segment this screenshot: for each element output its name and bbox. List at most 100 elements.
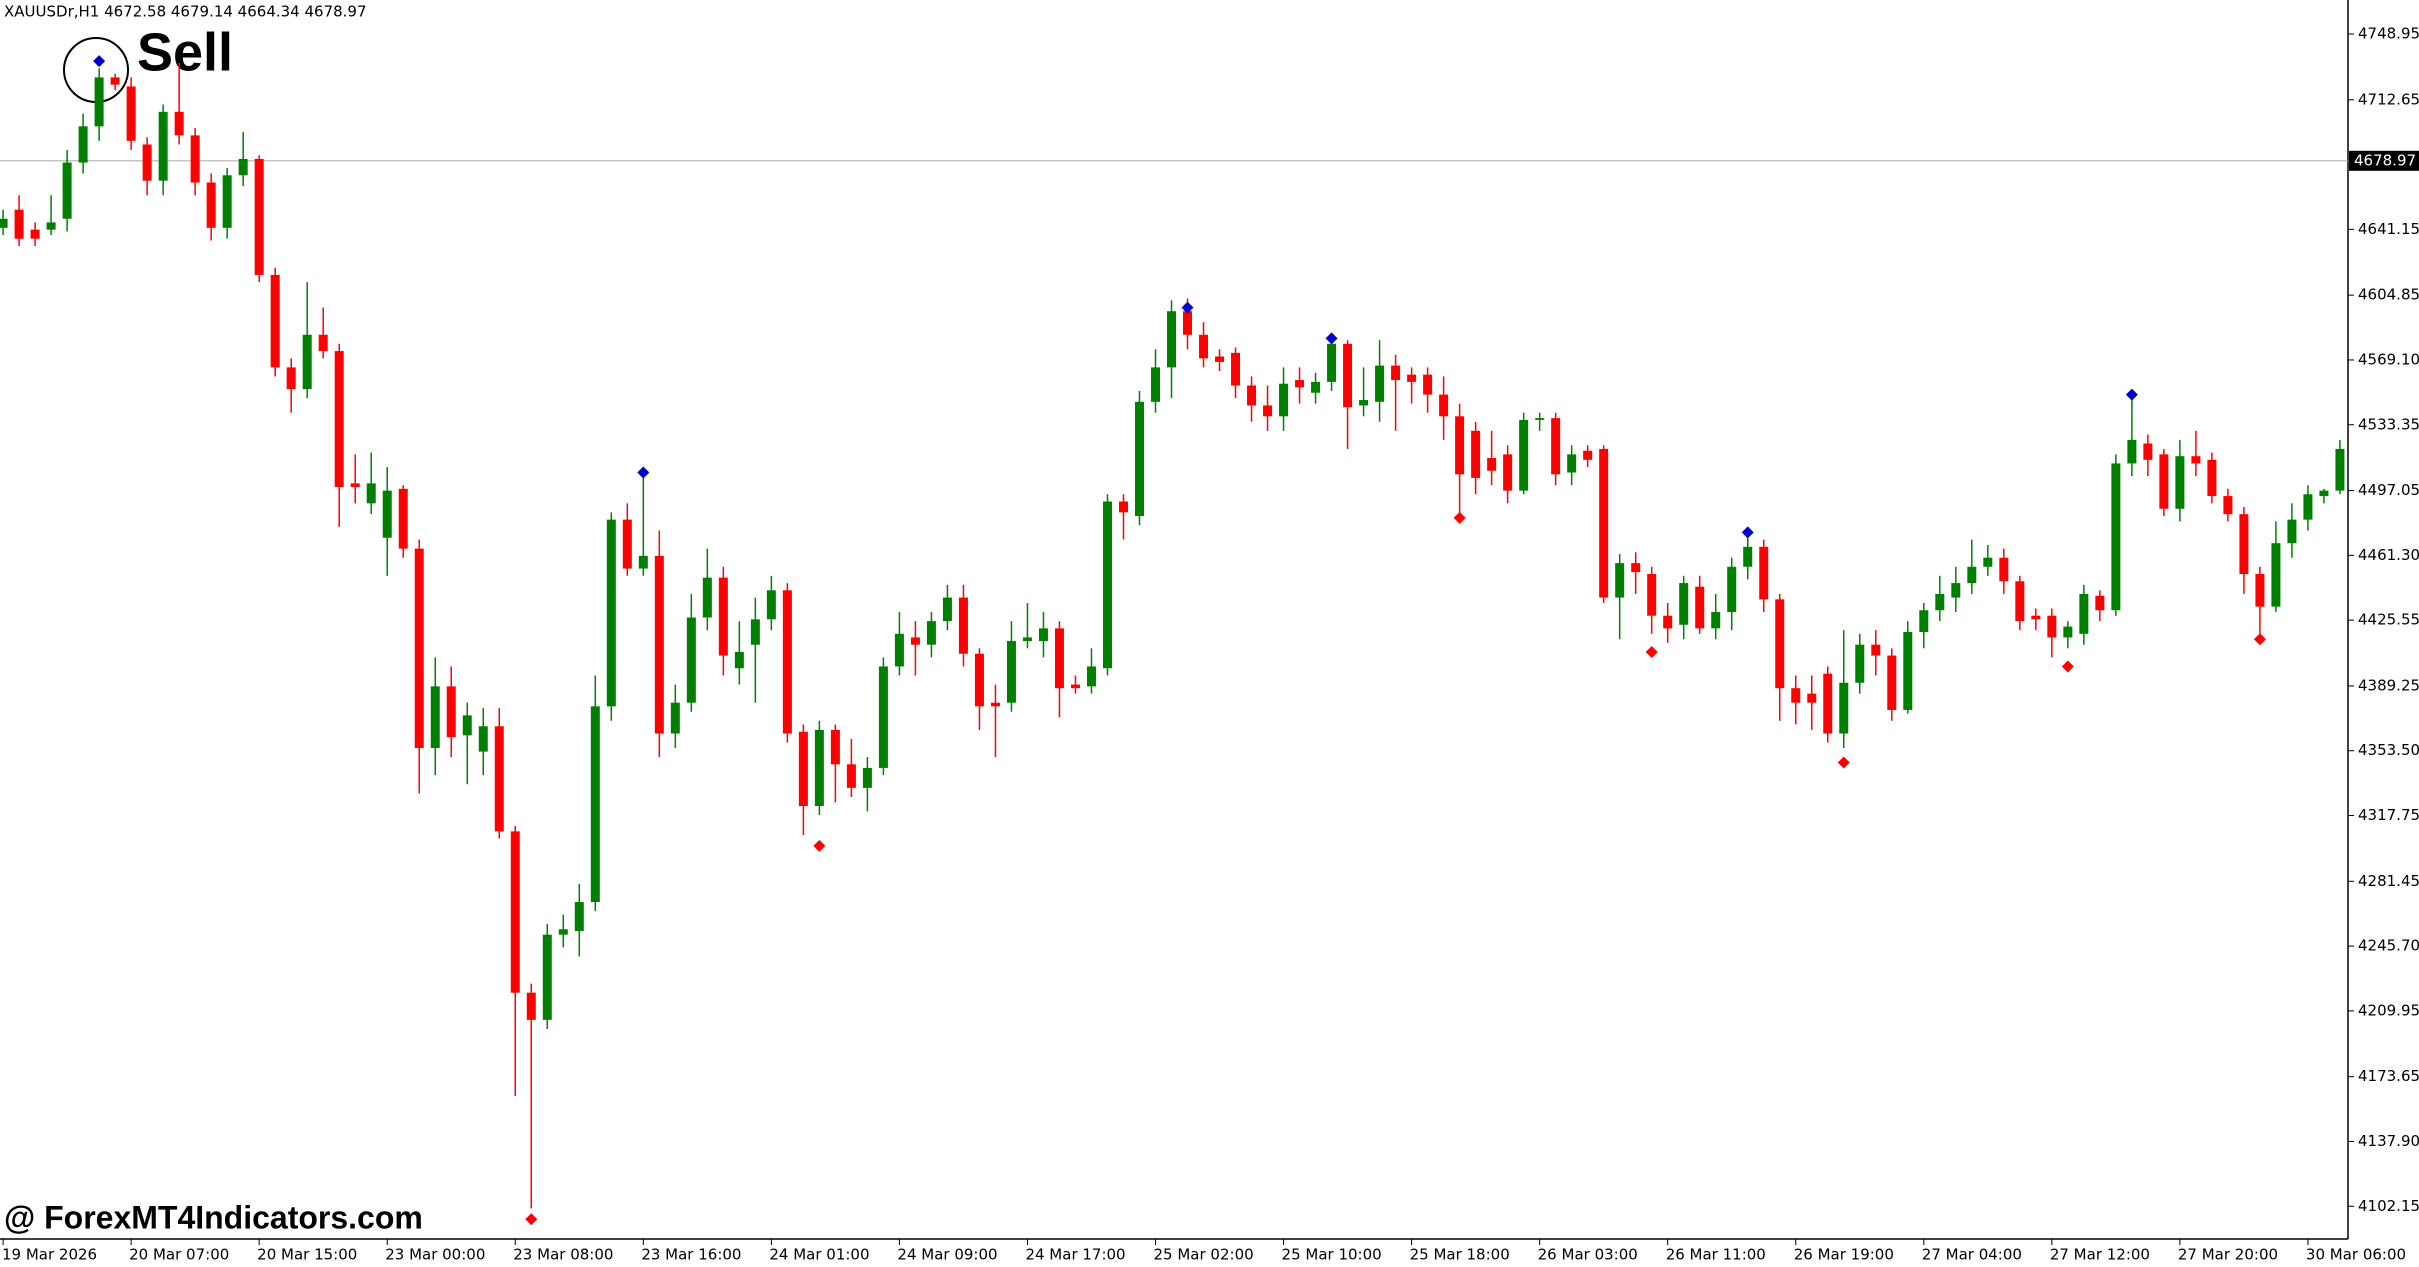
x-tick-label: 24 Mar 01:00: [769, 1246, 869, 1264]
candle-body: [2031, 615, 2041, 620]
candle-body: [158, 111, 168, 181]
buy-signal: [2061, 660, 2074, 673]
candle-body: [2287, 519, 2297, 544]
candle-body: [238, 158, 248, 176]
candle-body: [2159, 454, 2169, 509]
candle-body: [2255, 574, 2265, 607]
candle-body: [926, 621, 936, 645]
candle-body: [990, 702, 1000, 707]
candle-body: [1807, 693, 1817, 703]
candle-body: [1823, 673, 1833, 734]
candle-body: [734, 651, 744, 669]
y-tick-label: 4712.65: [2358, 90, 2419, 108]
candle-body: [910, 637, 920, 645]
buy-signal: [1453, 511, 1466, 524]
candle-body: [1695, 586, 1705, 629]
candle-body: [2223, 496, 2233, 515]
candle-body: [206, 182, 216, 228]
candle-body: [894, 633, 904, 667]
candle-body: [1118, 501, 1128, 513]
y-tick-label: 4425.55: [2358, 611, 2419, 629]
candle-body: [142, 144, 152, 181]
y-tick-label: 4604.85: [2358, 286, 2419, 304]
y-tick-label: 4641.15: [2358, 220, 2419, 238]
candle-body: [1599, 448, 1609, 598]
candle-body: [1070, 684, 1080, 689]
candle-body: [2207, 459, 2217, 497]
buy-signal: [2253, 633, 2266, 646]
candle-body: [318, 334, 328, 352]
candle-body: [494, 726, 504, 832]
candle-body: [750, 619, 760, 645]
y-tick-label: 4533.35: [2358, 415, 2419, 433]
candle-body: [2079, 593, 2089, 634]
candle-body: [878, 666, 888, 768]
candle-body: [1999, 557, 2009, 582]
candle-body: [558, 929, 568, 935]
candle-body: [574, 902, 584, 932]
candle-body: [1038, 628, 1048, 642]
candle-body: [2271, 543, 2281, 607]
candle-body: [1935, 593, 1945, 611]
sell-signal: [1181, 301, 1194, 314]
candle-body: [2319, 490, 2329, 497]
candle-body: [1375, 365, 1385, 402]
candle-body: [1423, 374, 1433, 395]
candle-body: [702, 577, 712, 618]
candle-body: [94, 77, 104, 127]
candle-body: [1663, 615, 1673, 629]
candle-body: [446, 686, 456, 738]
candle-body: [846, 764, 856, 788]
candle-body: [414, 548, 424, 749]
annotation: Sell: [137, 22, 233, 82]
candle-body: [1086, 666, 1096, 687]
candle-body: [1359, 400, 1369, 406]
buy-signal: [813, 839, 826, 852]
candle-body: [2095, 595, 2105, 611]
candle-body: [1183, 311, 1193, 335]
candle-body: [78, 126, 88, 163]
x-tick-label: 20 Mar 15:00: [257, 1246, 357, 1264]
x-tick-label: 23 Mar 08:00: [513, 1246, 613, 1264]
candle-body: [1743, 546, 1753, 567]
y-tick-label: 4317.75: [2358, 806, 2419, 824]
candle-body: [110, 77, 120, 85]
y-tick-label: 4245.70: [2358, 937, 2419, 955]
candle-body: [2191, 456, 2201, 464]
candle-body: [862, 767, 872, 788]
candle-body: [782, 590, 792, 734]
candle-body: [302, 334, 312, 390]
candle-body: [798, 731, 808, 807]
x-tick-label: 19 Mar 2026: [2, 1246, 97, 1264]
candle-body: [1134, 401, 1144, 517]
y-tick-label: 4281.45: [2358, 872, 2419, 890]
x-tick-label: 25 Mar 10:00: [1282, 1246, 1382, 1264]
candle-body: [1631, 563, 1641, 573]
candle-body: [974, 653, 984, 707]
x-tick-label: 20 Mar 07:00: [129, 1246, 229, 1264]
candle-body: [46, 222, 56, 230]
y-tick-label: 4389.25: [2358, 676, 2419, 694]
candle-body: [1054, 628, 1064, 689]
candle-body: [254, 158, 264, 275]
y-tick-label: 4137.90: [2358, 1132, 2419, 1150]
sell-signal: [1741, 526, 1754, 539]
candle-body: [286, 367, 296, 390]
candle-body: [526, 992, 536, 1020]
candle-body: [398, 488, 408, 549]
candle-body: [30, 229, 40, 239]
y-tick-label: 4102.15: [2358, 1197, 2419, 1215]
candle-body: [1967, 566, 1977, 584]
buy-signal: [1837, 756, 1850, 769]
candle-body: [1006, 641, 1016, 703]
candle-body: [1343, 343, 1353, 408]
candle-body: [1471, 430, 1481, 478]
candle-body: [1407, 374, 1417, 382]
candle-body: [1535, 418, 1545, 420]
candle-body: [814, 729, 824, 807]
candle-body: [2239, 514, 2249, 575]
candle-body: [382, 490, 392, 538]
y-tick-label: 4209.95: [2358, 1001, 2419, 1019]
